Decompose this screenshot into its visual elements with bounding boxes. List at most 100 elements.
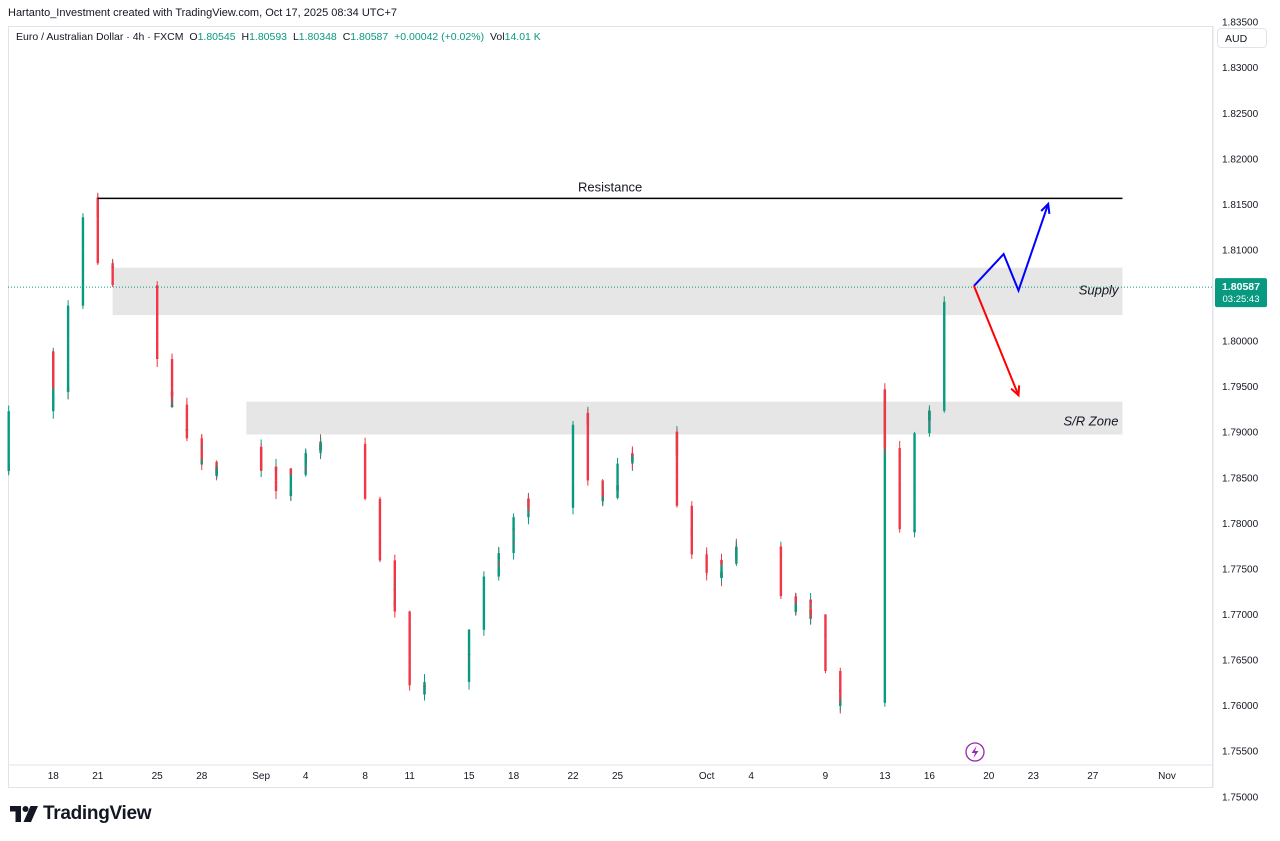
- candle-body: [794, 597, 797, 603]
- candle-body: [631, 454, 634, 462]
- candle-body: [601, 497, 604, 501]
- candle-body: [7, 419, 10, 434]
- candle-body: [943, 375, 946, 398]
- candle-body: [156, 285, 159, 301]
- candle-body: [943, 328, 946, 351]
- sr-zone-label: S/R Zone: [1064, 413, 1119, 428]
- candle-body: [467, 640, 471, 655]
- candle-body: [809, 609, 812, 615]
- change-value: +0.00042 (+0.02%): [394, 31, 485, 43]
- candle-body: [7, 457, 10, 471]
- x-tick-label: 4: [748, 771, 754, 782]
- candle-body: [304, 453, 307, 459]
- candle-body: [96, 230, 99, 253]
- candle-body: [185, 429, 189, 439]
- candle-body: [66, 314, 70, 339]
- high-value: H1.80593: [241, 31, 288, 43]
- candle-body: [156, 300, 159, 321]
- candle-body: [423, 687, 426, 695]
- y-tick-label: 1.76000: [1222, 701, 1259, 712]
- candle-body: [259, 457, 263, 469]
- candle-body: [512, 523, 515, 530]
- supply-zone[interactable]: [112, 267, 1123, 316]
- candle-body: [898, 509, 901, 530]
- candle-body: [913, 516, 916, 533]
- volume-value: Vol14.01 K: [490, 31, 541, 43]
- candle-body: [883, 438, 887, 448]
- candle-body: [185, 412, 189, 428]
- candle-body: [111, 282, 114, 286]
- candle-body: [794, 597, 797, 612]
- candle-body: [898, 494, 901, 510]
- x-tick-label: 21: [92, 771, 104, 782]
- x-tick-label: 8: [362, 771, 368, 782]
- candle-body: [259, 449, 263, 458]
- candle-body: [705, 555, 708, 566]
- candle-body: [378, 498, 382, 508]
- lightning-event-icon[interactable]: [965, 742, 985, 762]
- candle-body: [81, 275, 85, 286]
- candle-body: [690, 505, 693, 521]
- y-tick-label: 1.79500: [1222, 382, 1259, 393]
- candle-body: [408, 621, 411, 634]
- currency-selector[interactable]: AUD: [1217, 28, 1267, 48]
- tradingview-wordmark: TradingView: [43, 803, 152, 824]
- candle-body: [839, 671, 842, 687]
- candle-body: [96, 197, 99, 219]
- candle-body: [467, 629, 471, 633]
- x-tick-label: Sep: [252, 771, 270, 782]
- supply-label: Supply: [1079, 283, 1120, 298]
- bearish-projection-arrow[interactable]: [973, 285, 1020, 396]
- x-tick-label: Oct: [699, 771, 715, 782]
- candle-body: [393, 601, 396, 612]
- candle-body: [913, 481, 916, 501]
- candle-body: [393, 571, 396, 591]
- y-tick-label: 1.75500: [1222, 747, 1259, 758]
- candle-body: [200, 461, 203, 464]
- candle-body: [482, 614, 486, 630]
- y-tick-label: 1.82500: [1222, 109, 1259, 120]
- x-tick-label: 4: [303, 771, 309, 782]
- y-tick-label: 1.83000: [1222, 63, 1259, 74]
- y-tick-label: 1.76500: [1222, 656, 1259, 667]
- candle-body: [467, 674, 471, 682]
- y-tick-label: 1.77000: [1222, 610, 1259, 621]
- candle-body: [378, 526, 382, 538]
- candle-body: [81, 248, 85, 262]
- countdown-timer: 03:25:43: [1223, 294, 1260, 305]
- candle-body: [839, 702, 842, 706]
- candle-body: [66, 372, 70, 392]
- bullish-projection-arrow[interactable]: [973, 203, 1050, 294]
- candle-body: [274, 466, 278, 478]
- candle-body: [52, 360, 55, 372]
- candle-body: [720, 561, 723, 577]
- candle-body: [690, 528, 693, 535]
- y-tick-label: 1.80000: [1222, 337, 1259, 348]
- x-tick-label: 27: [1087, 771, 1099, 782]
- candle-body: [779, 587, 783, 597]
- candle-body: [96, 252, 99, 264]
- resistance-label: Resistance: [578, 179, 642, 194]
- y-tick-label: 1.82000: [1222, 154, 1259, 165]
- candle-body: [631, 454, 634, 456]
- candle-body: [571, 445, 575, 467]
- symbol-info-bar: Euro / Australian Dollar · 4h · FXCM O1.…: [16, 31, 544, 43]
- candle-body: [408, 633, 411, 652]
- candle-body: [824, 662, 827, 672]
- sr-zone[interactable]: [246, 401, 1123, 435]
- candle-body: [81, 285, 85, 306]
- candle-body: [423, 681, 426, 687]
- candle-body: [156, 340, 159, 351]
- chart-attribution: Hartanto_Investment created with Trading…: [8, 7, 397, 19]
- tradingview-logo[interactable]: TradingView: [10, 803, 152, 825]
- y-tick-label: 1.83500: [1222, 18, 1259, 29]
- candle-body: [363, 445, 367, 459]
- candle-body: [571, 424, 575, 433]
- x-tick-label: Nov: [1158, 771, 1176, 782]
- candles: [7, 192, 946, 714]
- open-value: O1.80545: [189, 31, 236, 43]
- candle-body: [289, 468, 293, 475]
- symbol-name[interactable]: Euro / Australian Dollar · 4h · FXCM: [16, 31, 184, 43]
- x-tick-label: 15: [463, 771, 475, 782]
